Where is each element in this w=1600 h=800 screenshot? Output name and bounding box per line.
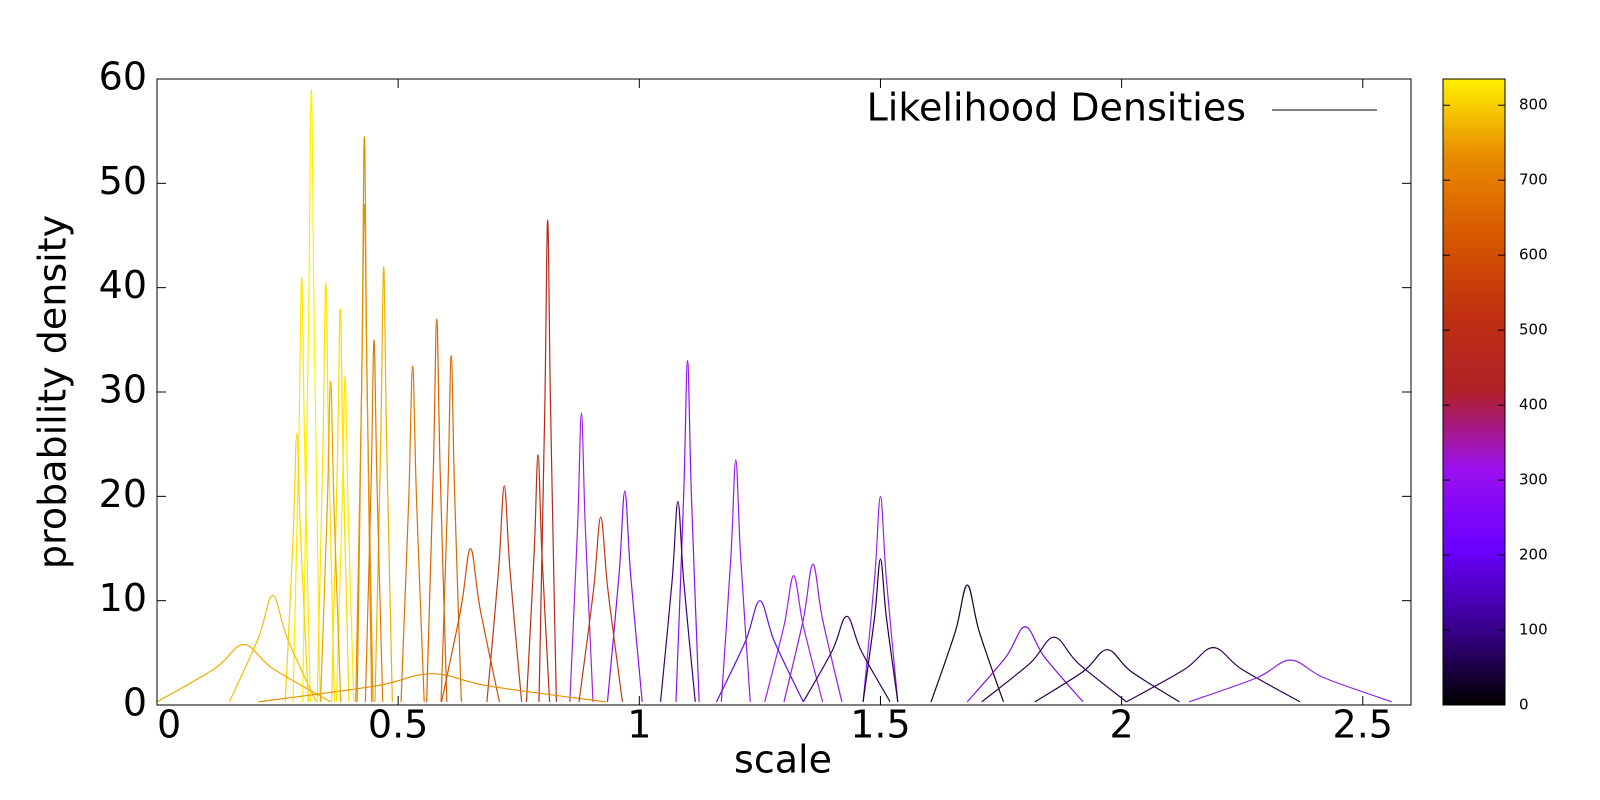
density-curve: [374, 266, 393, 702]
density-curve: [569, 412, 594, 702]
y-tick-label: 20: [99, 472, 147, 516]
colorbar-tick-label: 700: [1519, 171, 1548, 189]
density-curve: [316, 281, 336, 702]
density-curve: [319, 380, 342, 702]
x-tick-label: 2.5: [1333, 703, 1393, 747]
colorbar-tick-label: 800: [1519, 96, 1548, 114]
density-curve: [284, 433, 310, 702]
density-curve: [862, 495, 899, 702]
y-axis-label: probability density: [31, 215, 75, 569]
density-curve: [1034, 649, 1180, 703]
x-tick-label: 0.5: [368, 703, 428, 747]
curves: [157, 88, 1392, 703]
x-tick-label: 0: [157, 703, 181, 747]
density-curve: [966, 626, 1084, 703]
density-curve: [783, 563, 843, 703]
density-curve: [356, 135, 373, 702]
x-tick-label: 2: [1110, 703, 1134, 747]
plot-frame: [156, 78, 1412, 706]
density-curve: [715, 600, 804, 703]
density-curve: [335, 375, 355, 702]
colorbar: [1442, 78, 1506, 706]
density-curve: [228, 594, 317, 703]
y-tick-label: 60: [99, 55, 147, 99]
colorbar-tick-label: 400: [1519, 396, 1548, 414]
x-tick-label: 1: [627, 703, 651, 747]
density-curve: [1188, 659, 1392, 703]
density-curve: [292, 276, 311, 702]
density-curve: [675, 360, 700, 702]
density-curve: [258, 673, 606, 703]
density-curve: [302, 88, 321, 702]
density-curve: [578, 516, 624, 702]
density-curve: [400, 365, 425, 702]
density-curve: [764, 575, 824, 703]
density-curve: [426, 318, 448, 702]
density-curve: [440, 354, 462, 702]
density-curve: [606, 490, 643, 702]
density-curve: [659, 500, 696, 702]
colorbar-tick-label: 600: [1519, 246, 1548, 264]
y-tick-label: 10: [99, 576, 147, 620]
density-curve: [440, 547, 501, 702]
density-curve: [930, 584, 1005, 703]
y-tick-label: 0: [123, 681, 147, 725]
y-tick-label: 50: [99, 159, 147, 203]
density-curve: [355, 203, 374, 702]
colorbar-tick-label: 200: [1519, 546, 1548, 564]
colorbar-tick-label: 500: [1519, 321, 1548, 339]
legend-label: Likelihood Densities: [867, 86, 1246, 130]
density-curve: [981, 636, 1127, 703]
density-curve: [525, 453, 551, 702]
x-axis-label: scale: [734, 738, 832, 782]
colorbar-tick-label: 100: [1519, 621, 1548, 639]
colorbar-tick-label: 0: [1519, 696, 1529, 714]
density-curve: [157, 643, 331, 703]
y-tick-label: 40: [99, 263, 147, 307]
y-tick-label: 30: [99, 368, 147, 412]
density-curve: [1126, 647, 1301, 703]
density-curve: [486, 485, 523, 702]
density-curve: [862, 558, 899, 702]
x-tick-label: 1.5: [850, 703, 910, 747]
density-curve: [720, 459, 751, 702]
density-curve: [538, 219, 557, 702]
colorbar-tick-label: 300: [1519, 471, 1548, 489]
density-curve: [802, 615, 891, 703]
density-curve: [364, 339, 384, 702]
